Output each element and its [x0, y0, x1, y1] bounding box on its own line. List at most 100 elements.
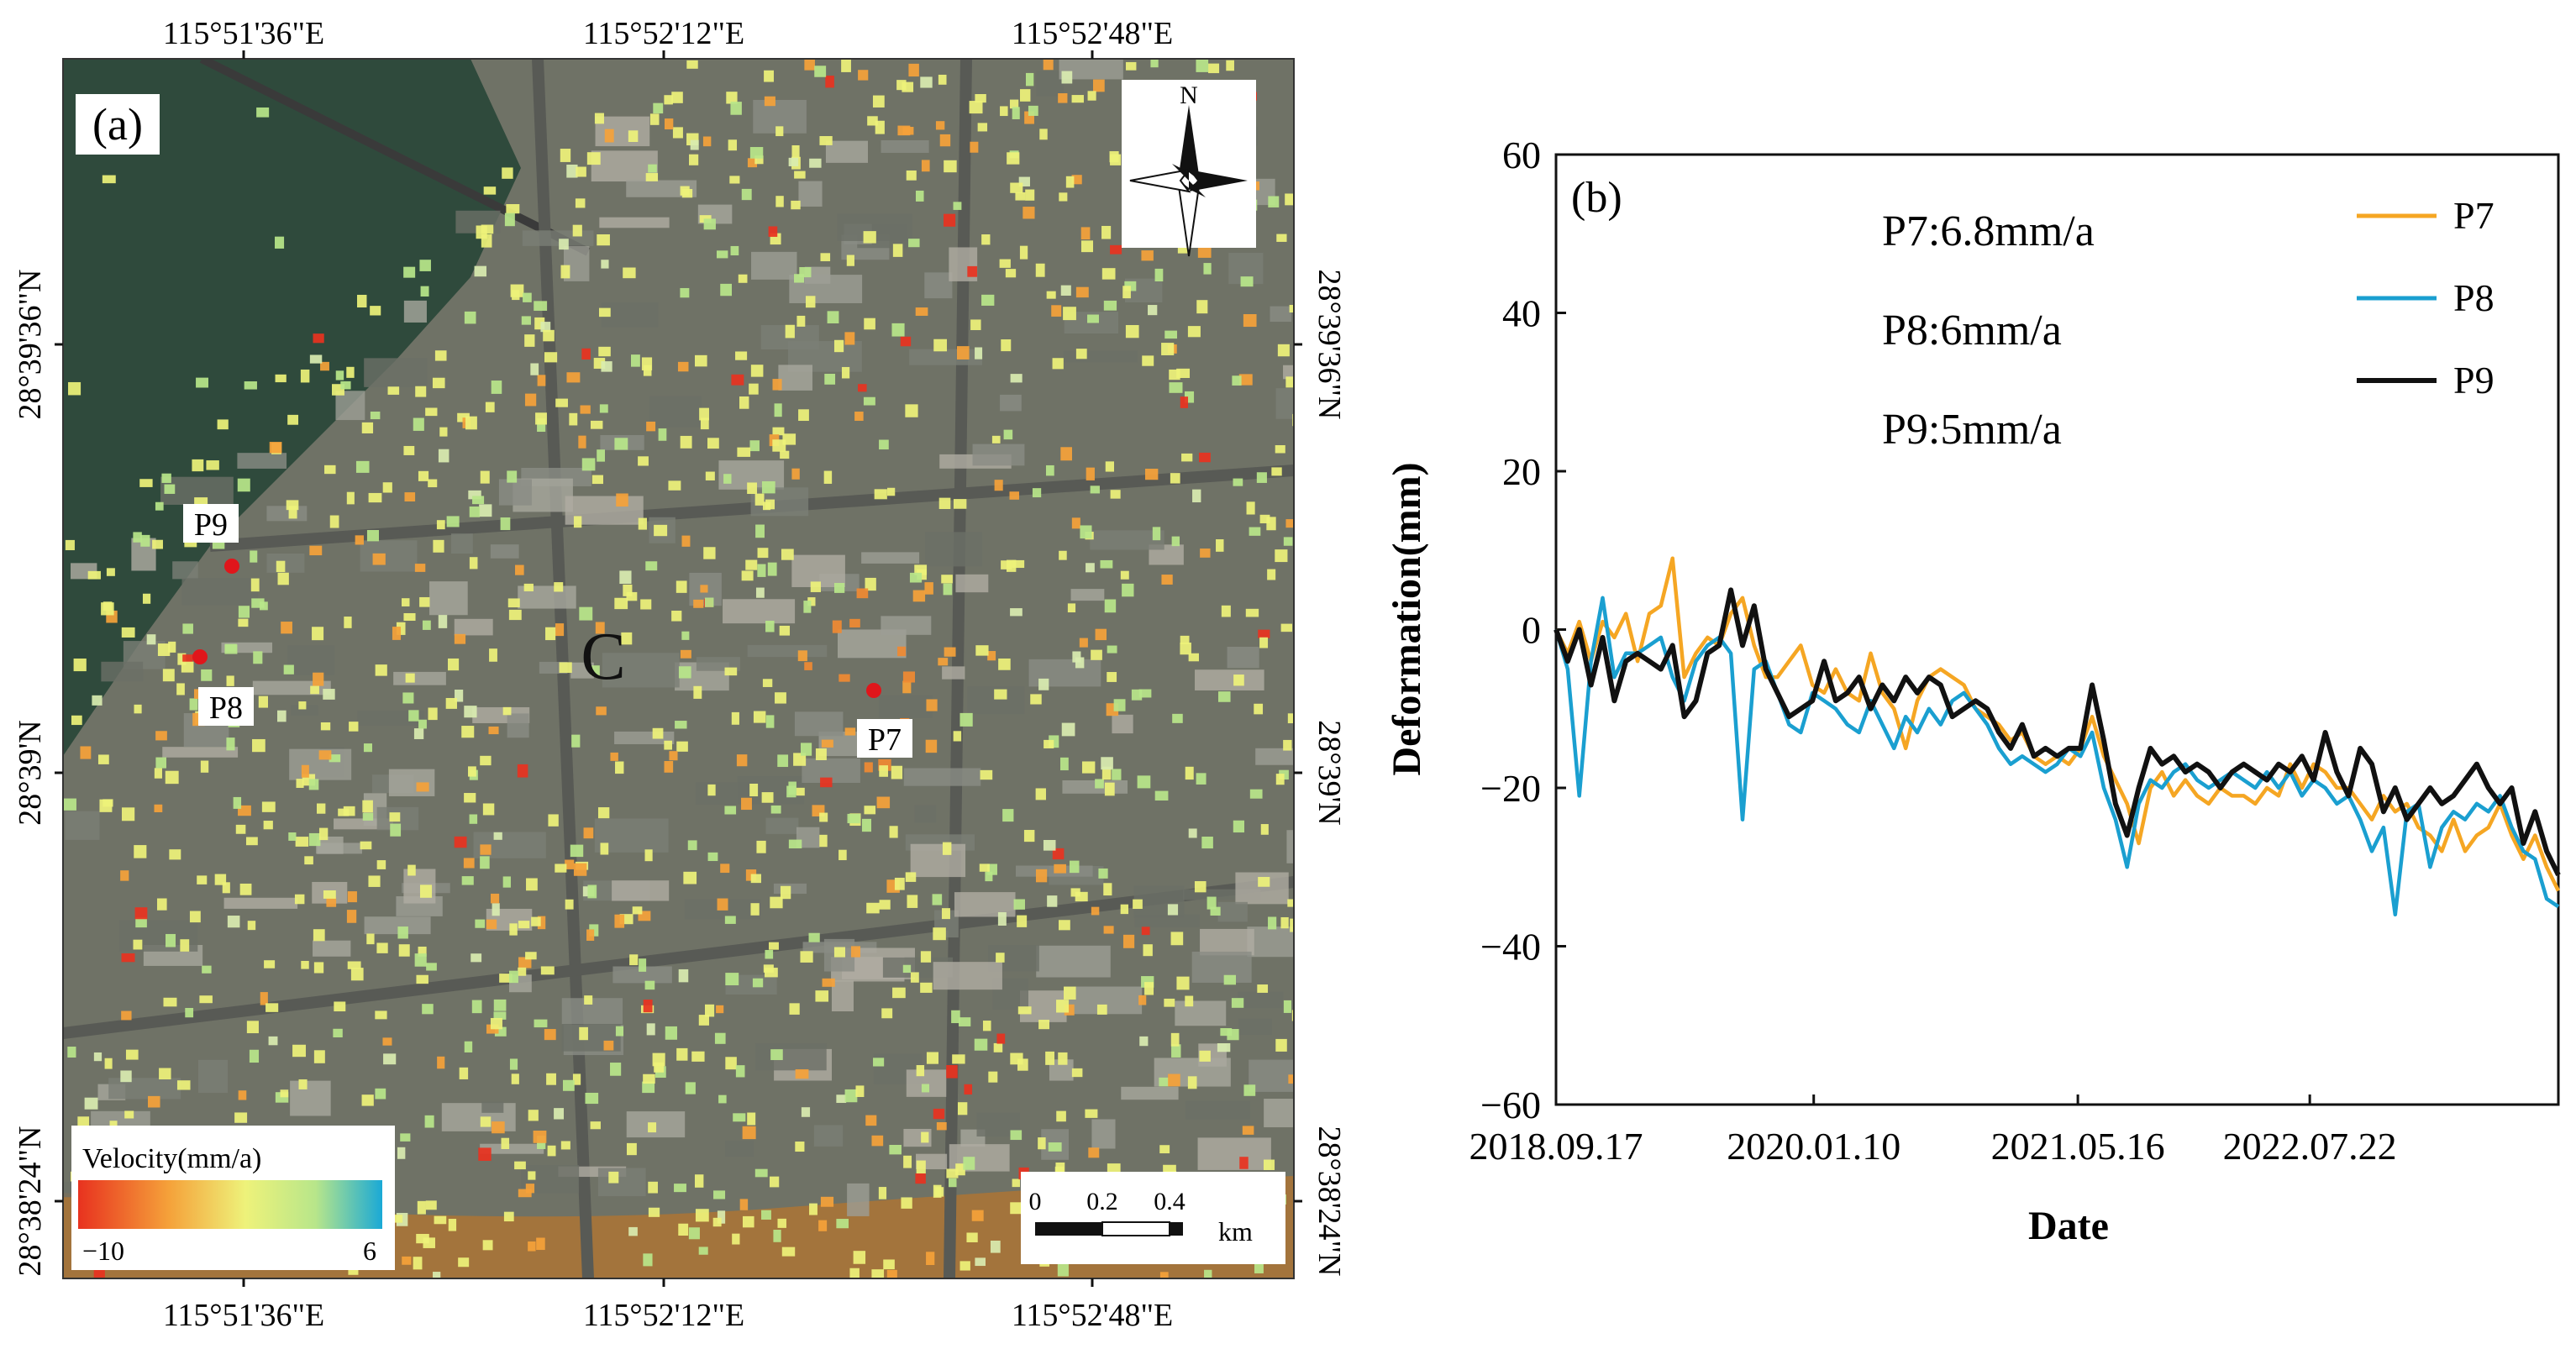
ps-point [732, 1233, 740, 1245]
ps-point [396, 622, 406, 635]
ps-point [308, 779, 319, 790]
ps-point [866, 902, 880, 914]
ps-point [626, 591, 638, 601]
ps-point [390, 823, 402, 837]
ps-point [654, 1062, 665, 1073]
north-arrow-icon [1122, 80, 1256, 257]
ps-point [959, 712, 973, 727]
ps-point [819, 136, 833, 145]
ps-point [668, 480, 681, 491]
ps-point [754, 493, 765, 506]
ps-point [916, 1160, 926, 1174]
ps-point [642, 1081, 655, 1094]
ps-point [915, 307, 928, 316]
ps-point [1185, 995, 1194, 1007]
ps-point [288, 506, 297, 519]
ps-point [432, 377, 445, 389]
ps-point [653, 102, 664, 114]
ps-point [953, 499, 967, 509]
ps-point [382, 482, 392, 493]
city-block [910, 843, 966, 878]
bridge [199, 59, 591, 256]
ps-point [757, 548, 769, 559]
ps-point [99, 799, 113, 812]
ps-point [1001, 339, 1012, 352]
ps-point [1107, 645, 1117, 654]
ps-point [134, 704, 142, 714]
ps-point [1110, 490, 1121, 499]
ps-point [769, 1176, 780, 1188]
rate-annotation-p7: P7:6.8mm/a [1882, 207, 2095, 255]
ps-point [749, 783, 759, 797]
ps-point [578, 435, 586, 449]
ps-point [1148, 305, 1158, 316]
ps-point [938, 74, 947, 85]
ps-point [782, 433, 796, 445]
city-block [878, 695, 933, 718]
ps-point [991, 435, 1001, 444]
ps-point [1032, 488, 1042, 498]
ps-point [621, 632, 633, 645]
ps-point [389, 812, 401, 822]
ps-point [672, 127, 683, 139]
city-block [725, 1141, 754, 1157]
ps-point [768, 942, 779, 950]
scale-tick-0: 0 [1029, 1188, 1042, 1215]
ps-point [63, 798, 76, 811]
ps-point [1012, 107, 1020, 119]
city-block [602, 653, 680, 688]
ps-point [597, 449, 605, 462]
ps-point [921, 1084, 930, 1093]
ps-point [163, 997, 177, 1007]
ps-point [646, 421, 656, 432]
city-block [480, 1143, 544, 1154]
ps-point [536, 1237, 545, 1251]
ps-point [707, 438, 719, 449]
ps-point [598, 307, 611, 318]
city-block [1185, 1100, 1250, 1120]
ps-point [560, 1141, 570, 1150]
ps-point [879, 765, 888, 777]
ps-point [1196, 773, 1207, 785]
ps-point [1107, 672, 1117, 682]
ps-point [482, 803, 495, 816]
ps-point [301, 960, 309, 969]
ps-point [1275, 1038, 1287, 1052]
ps-point [649, 113, 660, 125]
ps-point [632, 906, 643, 915]
ps-point [1133, 899, 1143, 910]
ps-point [490, 1017, 502, 1030]
ps-point [554, 1108, 565, 1120]
ps-point [775, 196, 784, 207]
ps-point [714, 1032, 726, 1044]
ps-point [310, 685, 319, 695]
ps-point [669, 751, 678, 761]
ps-point [839, 849, 847, 861]
ps-point [680, 435, 692, 449]
ps-point [478, 1147, 492, 1161]
ps-point [286, 500, 299, 511]
ps-point [1035, 869, 1048, 883]
ps-point [555, 623, 565, 637]
ps-point [1257, 984, 1269, 993]
ps-point [1196, 59, 1209, 72]
ps-point [155, 501, 164, 511]
ps-point [565, 859, 575, 869]
ps-point [644, 849, 653, 862]
ps-point [258, 695, 269, 708]
ps-point [346, 491, 355, 505]
ps-point [480, 755, 492, 766]
ps-point [1018, 176, 1030, 186]
ps-point [264, 960, 276, 968]
ps-point [643, 999, 653, 1013]
p7-label-box [857, 719, 912, 758]
ps-point [944, 160, 957, 173]
ps-point [507, 470, 518, 483]
ps-point [313, 333, 324, 344]
ps-point [457, 412, 470, 423]
ps-point [433, 539, 444, 553]
ps-point [892, 987, 906, 999]
ps-point [1290, 918, 1294, 932]
